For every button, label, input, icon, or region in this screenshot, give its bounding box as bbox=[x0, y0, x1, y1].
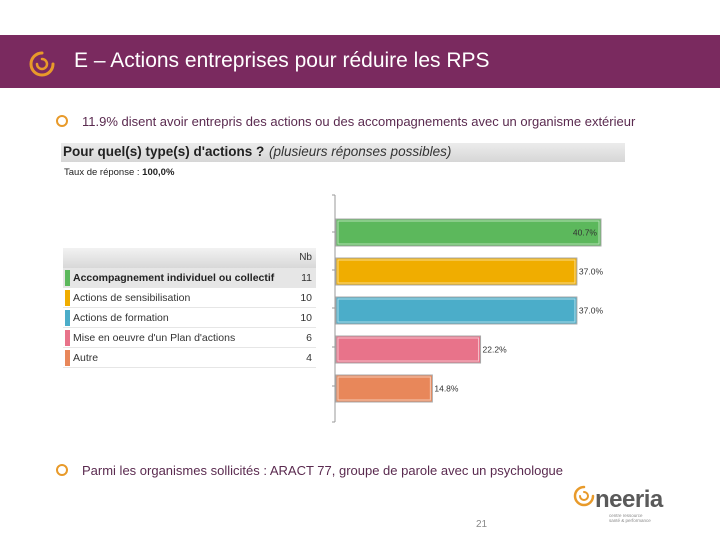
color-swatch bbox=[65, 290, 70, 306]
brand-swirl-icon bbox=[573, 485, 595, 507]
question-header: Pour quel(s) type(s) d'actions ? (plusie… bbox=[61, 143, 625, 162]
brand-tagline-line: santé & performance bbox=[609, 518, 651, 523]
bar-highlight bbox=[337, 298, 576, 323]
bullet-text: Parmi les organismes sollicités : ARACT … bbox=[82, 463, 564, 478]
page-number: 21 bbox=[476, 519, 488, 530]
table-row: Accompagnement individuel ou collectif 11 bbox=[63, 268, 316, 288]
bar bbox=[335, 374, 433, 403]
color-swatch bbox=[65, 350, 70, 366]
bar-highlight bbox=[337, 259, 576, 284]
category-label: Actions de sensibilisation bbox=[73, 292, 191, 304]
count-value: 10 bbox=[300, 312, 312, 324]
table-row: Autre 4 bbox=[63, 348, 316, 368]
response-rate: Taux de réponse : 100,0% bbox=[64, 167, 174, 178]
question-note: (plusieurs réponses possibles) bbox=[269, 144, 452, 159]
bar-highlight bbox=[337, 220, 600, 245]
bullet-icon bbox=[56, 464, 68, 476]
count-value: 10 bbox=[300, 292, 312, 304]
bullet-icon bbox=[56, 115, 68, 127]
bar bbox=[335, 335, 482, 364]
brand-tagline: centre ressource santé & performance bbox=[609, 513, 651, 523]
bar bbox=[335, 218, 602, 247]
page-title: E – Actions entreprises pour réduire les… bbox=[74, 49, 490, 72]
response-rate-value: 100,0% bbox=[142, 167, 175, 178]
answers-table: Nb Accompagnement individuel ou collecti… bbox=[63, 248, 316, 368]
bar-chart: 40.7% 37.0% 37.0% 22.2% 14.8% bbox=[332, 194, 604, 423]
data-label: 40.7% bbox=[573, 228, 598, 238]
bar-highlight bbox=[337, 376, 431, 401]
category-label: Accompagnement individuel ou collectif bbox=[73, 272, 275, 284]
data-label: 37.0% bbox=[579, 306, 604, 316]
table-header: Nb bbox=[63, 248, 316, 268]
data-label: 22.2% bbox=[483, 345, 508, 355]
table-row: Actions de sensibilisation 10 bbox=[63, 288, 316, 308]
category-label: Actions de formation bbox=[73, 312, 169, 324]
brand-tagline-line: centre ressource bbox=[609, 513, 643, 518]
question-title: Pour quel(s) type(s) d'actions ? bbox=[63, 144, 265, 159]
bar bbox=[335, 296, 578, 325]
color-swatch bbox=[65, 330, 70, 346]
color-swatch bbox=[65, 310, 70, 326]
bar bbox=[335, 257, 578, 286]
title-bar: E – Actions entreprises pour réduire les… bbox=[0, 35, 720, 88]
brand-name: neeria bbox=[595, 486, 663, 513]
table-row: Actions de formation 10 bbox=[63, 308, 316, 328]
table-row: Mise en oeuvre d'un Plan d'actions 6 bbox=[63, 328, 316, 348]
count-value: 4 bbox=[306, 352, 312, 364]
count-value: 6 bbox=[306, 332, 312, 344]
category-label: Autre bbox=[73, 352, 99, 364]
bullet-text: 11.9% disent avoir entrepris des actions… bbox=[82, 114, 636, 129]
logo-swirl-icon bbox=[29, 51, 55, 77]
category-label: Mise en oeuvre d'un Plan d'actions bbox=[73, 332, 236, 344]
count-value: 11 bbox=[301, 272, 312, 284]
count-column-header: Nb bbox=[299, 252, 312, 263]
brand-logo: neeria centre ressource santé & performa… bbox=[573, 484, 683, 526]
bar-highlight bbox=[337, 337, 480, 362]
data-label: 14.8% bbox=[434, 384, 459, 394]
color-swatch bbox=[65, 270, 70, 286]
response-rate-label: Taux de réponse : bbox=[64, 167, 140, 178]
data-label: 37.0% bbox=[579, 267, 604, 277]
